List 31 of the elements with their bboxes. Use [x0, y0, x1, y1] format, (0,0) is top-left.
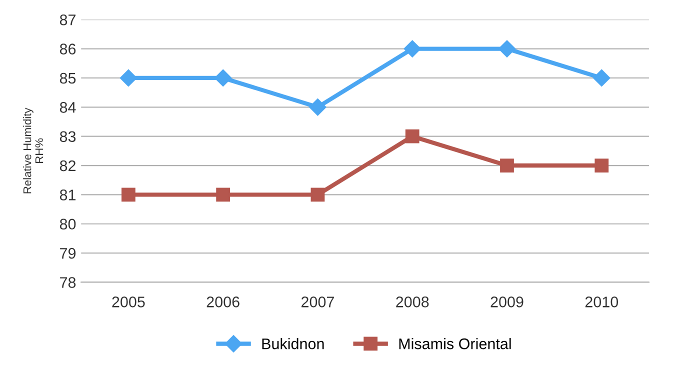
- point: [216, 188, 230, 202]
- y-tick-label: 85: [60, 72, 76, 84]
- point: [309, 98, 326, 116]
- point: [405, 129, 420, 144]
- x-tick-label: 2005: [112, 296, 145, 308]
- point: [214, 69, 232, 87]
- point: [404, 40, 421, 58]
- point: [121, 188, 136, 202]
- x-tick-label: 2010: [585, 296, 618, 308]
- point: [310, 188, 325, 202]
- y-tick-label: 84: [60, 102, 76, 113]
- y-tick-label: 78: [60, 277, 76, 288]
- point: [120, 69, 137, 87]
- x-tick-label: 2006: [206, 296, 240, 308]
- point: [593, 69, 610, 87]
- point: [500, 158, 514, 172]
- y-tick-label: 82: [60, 160, 76, 172]
- y-tick-label: 87: [60, 14, 76, 26]
- point: [594, 158, 609, 172]
- legend-label: Bukidnon: [262, 338, 324, 350]
- y-tick-label: 81: [60, 190, 76, 200]
- x-tick-label: 2009: [490, 296, 524, 308]
- y-tick-label: 80: [60, 218, 76, 230]
- x-tick-label: 2007: [301, 296, 334, 308]
- point: [498, 40, 516, 58]
- legend-label: Misamis Oriental: [399, 338, 511, 350]
- y-tick-label: 83: [60, 131, 76, 142]
- y-tick-label: 86: [60, 44, 76, 54]
- y-axis-title: Relative Humidity RH%: [23, 108, 44, 194]
- y-tick-label: 79: [60, 248, 76, 259]
- x-tick-label: 2008: [396, 296, 429, 308]
